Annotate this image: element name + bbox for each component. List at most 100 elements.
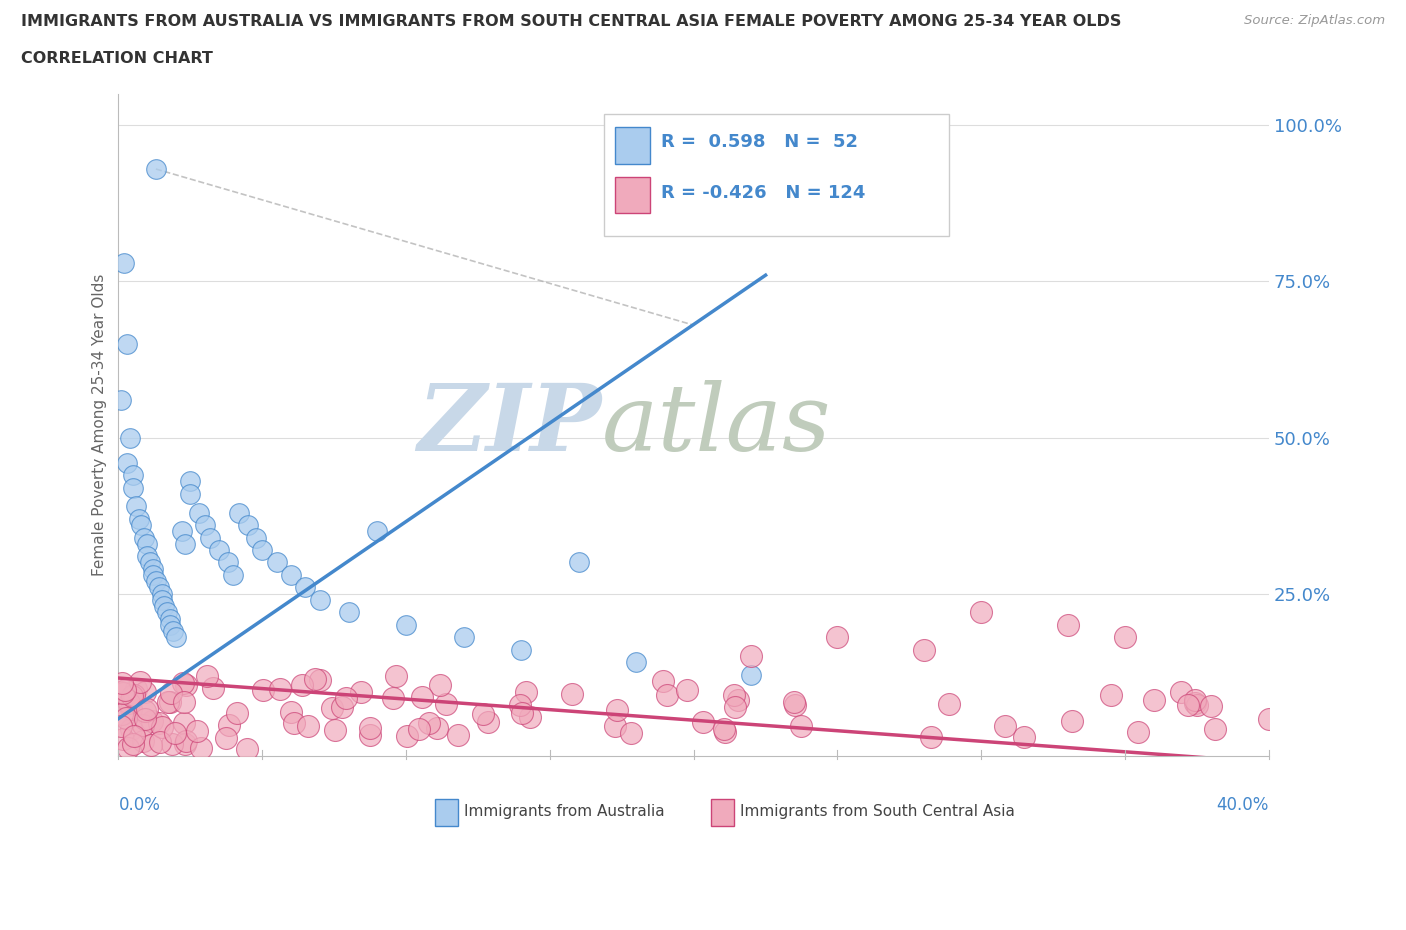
Point (112, 685, 135, 700)
Point (162, 624, 184, 639)
Point (252, 683, 274, 698)
Point (179, 486, 201, 501)
Text: 0.0%: 0.0% (118, 796, 160, 814)
Point (215, 730, 238, 745)
Point (472, 707, 495, 722)
Point (713, 722, 735, 737)
Point (330, 699, 353, 714)
Point (124, 688, 146, 703)
Point (148, 715, 170, 730)
Point (194, 518, 217, 533)
Point (970, 605, 993, 620)
Point (120, 722, 142, 737)
Point (160, 685, 183, 700)
Point (434, 697, 457, 711)
Point (179, 474, 201, 489)
Point (111, 707, 134, 722)
Point (385, 669, 408, 684)
Point (335, 690, 357, 705)
Point (477, 715, 499, 730)
Point (280, 704, 302, 719)
Point (309, 672, 332, 687)
Point (156, 695, 179, 710)
Point (160, 737, 183, 751)
Point (657, 688, 679, 703)
Point (156, 605, 179, 620)
Point (134, 684, 156, 699)
Point (114, 711, 136, 725)
Point (202, 681, 225, 696)
Point (785, 698, 807, 712)
Point (283, 715, 305, 730)
Point (920, 730, 942, 745)
Point (128, 512, 150, 526)
Point (323, 722, 346, 737)
Point (395, 618, 418, 632)
Point (692, 715, 714, 730)
Point (115, 337, 138, 352)
Point (134, 703, 156, 718)
Point (174, 734, 197, 749)
Point (208, 542, 231, 557)
Point (142, 562, 165, 577)
Point (190, 740, 212, 755)
Point (740, 668, 762, 683)
Point (132, 718, 155, 733)
Text: CORRELATION CHART: CORRELATION CHART (21, 51, 212, 66)
Point (790, 718, 813, 733)
Point (150, 719, 173, 734)
Point (408, 722, 430, 737)
Point (118, 431, 141, 445)
Point (308, 592, 330, 607)
FancyBboxPatch shape (434, 799, 458, 826)
Text: R = -0.426   N = 124: R = -0.426 N = 124 (661, 184, 866, 203)
Point (447, 727, 470, 742)
Point (218, 718, 240, 733)
Point (131, 518, 153, 533)
Point (222, 567, 245, 582)
Point (111, 675, 134, 690)
Text: atlas: atlas (602, 380, 831, 470)
Point (200, 530, 222, 545)
Point (117, 740, 139, 755)
Point (129, 674, 152, 689)
Point (141, 713, 163, 728)
Text: Immigrants from South Central Asia: Immigrants from South Central Asia (740, 804, 1015, 818)
Point (226, 706, 249, 721)
Point (395, 729, 418, 744)
Point (172, 676, 194, 691)
Point (149, 735, 172, 750)
Text: R =  0.598   N =  52: R = 0.598 N = 52 (661, 133, 859, 152)
FancyBboxPatch shape (605, 113, 949, 236)
Point (173, 716, 195, 731)
Point (938, 697, 960, 711)
Point (159, 695, 181, 710)
Point (121, 689, 143, 704)
Text: 40.0%: 40.0% (1216, 796, 1270, 814)
Point (122, 689, 145, 704)
Point (173, 537, 195, 551)
Point (1056, 618, 1078, 632)
Point (304, 671, 326, 686)
Point (1204, 722, 1226, 737)
Point (150, 586, 173, 601)
Point (1258, 711, 1281, 726)
Point (429, 678, 451, 693)
FancyBboxPatch shape (711, 799, 734, 826)
Point (603, 718, 626, 733)
Point (153, 599, 176, 614)
Point (110, 684, 132, 699)
Point (122, 728, 145, 743)
Point (122, 688, 145, 703)
Text: ZIP: ZIP (418, 380, 602, 470)
Point (1177, 698, 1199, 712)
Point (620, 725, 643, 740)
Point (110, 719, 132, 734)
Point (165, 630, 187, 644)
Point (1187, 698, 1209, 712)
Point (245, 530, 267, 545)
Point (173, 737, 195, 751)
Point (418, 716, 440, 731)
Point (510, 643, 533, 658)
Point (269, 682, 291, 697)
